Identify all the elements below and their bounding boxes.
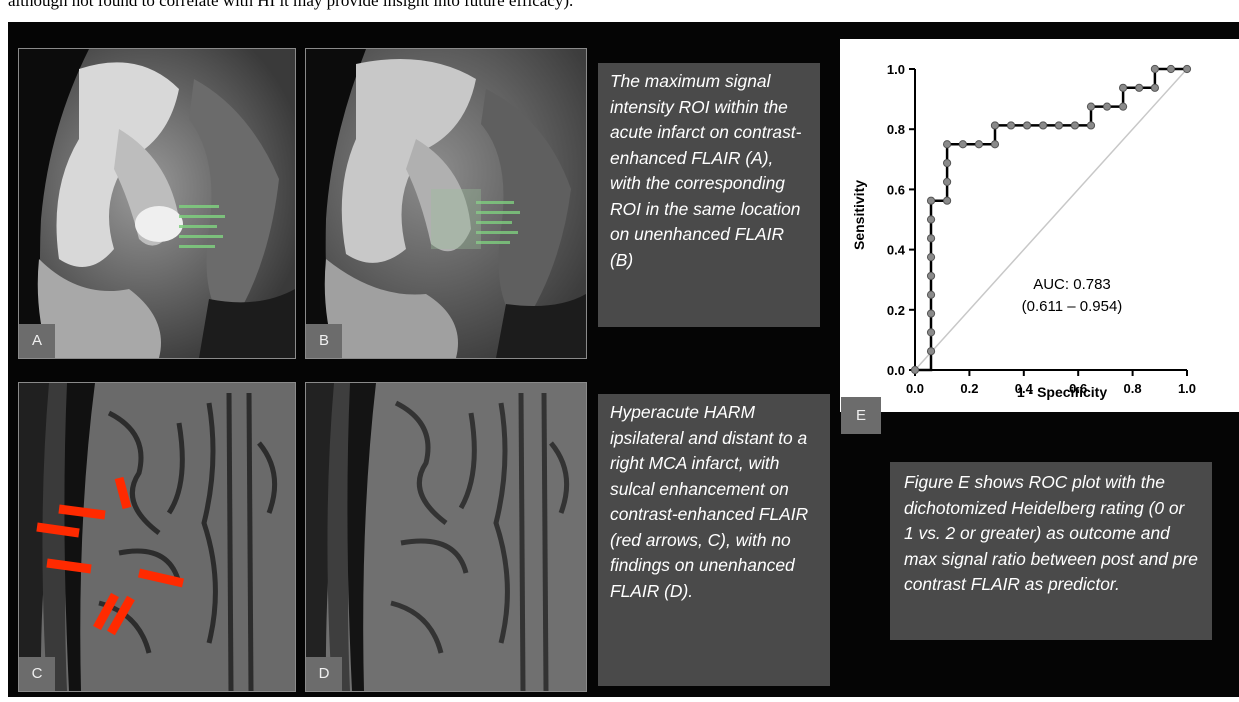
panel-a-label: A — [19, 324, 55, 358]
roc-point — [926, 196, 936, 205]
roc-point — [942, 196, 952, 205]
roc-point — [1022, 121, 1032, 130]
roc-point — [1102, 102, 1112, 111]
roc-point — [926, 234, 936, 243]
y-tick-label: 0.8 — [887, 122, 905, 137]
roc-point — [1118, 83, 1128, 92]
roc-point — [926, 309, 936, 318]
caption-cd: Hyperacute HARM ipsilateral and distant … — [598, 394, 830, 686]
y-tick-label: 0.0 — [887, 363, 905, 378]
roc-point — [990, 140, 1000, 149]
top-text-strip: although not found to correlate with HI … — [0, 0, 1239, 22]
roc-point — [1054, 121, 1063, 130]
roc-point — [974, 140, 984, 149]
roc-point — [958, 140, 967, 149]
panel-b-image: B — [305, 48, 587, 359]
roc-point — [942, 177, 952, 186]
y-tick-label: 0.4 — [887, 243, 906, 258]
panel-d-label: D — [306, 657, 342, 691]
y-tick-label: 0.6 — [887, 182, 905, 197]
roc-point — [1070, 121, 1080, 130]
x-tick-label: 0.8 — [1124, 381, 1142, 396]
roc-point — [1150, 64, 1160, 74]
panel-a-image: A — [18, 48, 296, 359]
auc-ci-label: (0.611 – 0.954) — [1022, 298, 1123, 315]
roc-point — [1135, 83, 1144, 92]
roc-reference-diagonal — [914, 68, 1188, 371]
roc-point — [926, 290, 936, 299]
x-tick-label: 0.2 — [960, 381, 978, 396]
roc-point — [942, 158, 952, 168]
roc-chart-svg: 0.0 0.2 0.4 0.6 0.8 1.0 0.0 0.2 0.4 0.6 0.8 1.0 Sen… — [851, 62, 1196, 400]
x-axis-title: 1 - Specificity — [1017, 384, 1107, 400]
roc-point — [926, 271, 936, 281]
roc-point — [1182, 64, 1192, 74]
panel-c-image: C — [18, 382, 296, 692]
caption-ab: The maximum signal intensity ROI within … — [598, 63, 820, 327]
roc-point — [910, 365, 920, 375]
x-tick-label: 0.6 — [1069, 381, 1087, 396]
x-tick-label: 0.0 — [906, 381, 924, 396]
roc-point — [1166, 64, 1176, 74]
roc-chart: 0.0 0.2 0.4 0.6 0.8 1.0 0.0 0.2 0.4 0.6 0.8 1.0 Sen… — [840, 39, 1239, 412]
panel-d-image: D — [305, 382, 587, 692]
roc-point — [1086, 121, 1096, 130]
y-axis-title: Sensitivity — [851, 180, 867, 250]
y-tick-label: 1.0 — [887, 62, 905, 77]
x-tick-label: 1.0 — [1178, 381, 1196, 396]
roc-point — [1039, 121, 1048, 130]
panel-c-label: C — [19, 657, 55, 691]
roc-point — [926, 215, 936, 224]
roc-point — [1006, 121, 1016, 130]
x-tick-label: 0.4 — [1015, 381, 1034, 396]
roc-point — [926, 253, 936, 262]
reference-diagonal-line — [914, 68, 1188, 371]
roc-point — [1118, 102, 1128, 111]
roc-point — [926, 328, 936, 337]
roc-points — [910, 64, 1192, 375]
top-text: although not found to correlate with HI … — [8, 0, 574, 10]
caption-e: Figure E shows ROC plot with the dichoto… — [890, 462, 1212, 640]
roc-point — [990, 121, 1000, 130]
figure-poster: A B The maximum signal inte — [8, 22, 1239, 697]
roc-point — [1150, 83, 1160, 92]
panel-e-label: E — [841, 397, 881, 434]
roc-point — [926, 347, 936, 356]
y-tick-label: 0.2 — [887, 303, 905, 318]
roc-point — [942, 140, 952, 149]
panel-b-label: B — [306, 324, 342, 358]
auc-label: AUC: 0.783 — [1033, 276, 1111, 293]
roc-tick-labels: 0.0 0.2 0.4 0.6 0.8 1.0 0.0 0.2 0.4 0.6 0.8 1.0 — [887, 62, 1196, 396]
roc-point — [1086, 102, 1096, 111]
